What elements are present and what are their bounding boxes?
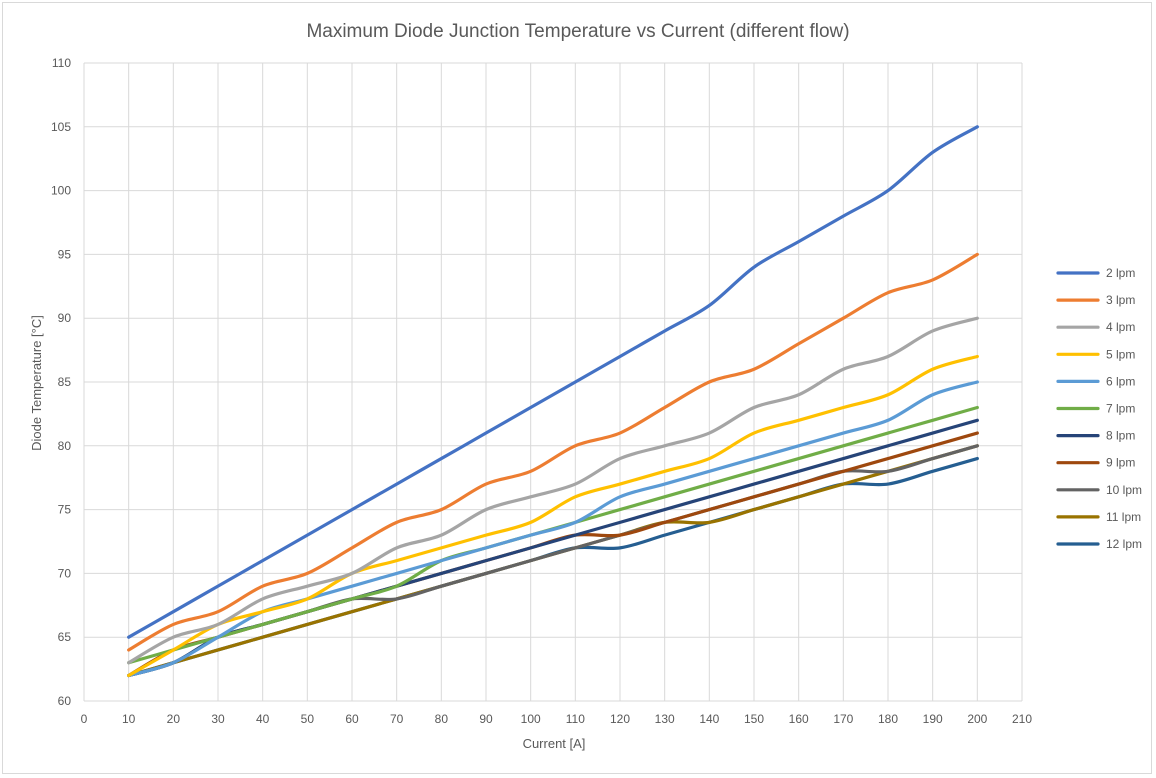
x-tick-label: 50	[301, 712, 315, 726]
x-tick-label: 180	[878, 712, 898, 726]
series-line-6-lpm	[127, 380, 979, 678]
x-tick-label: 40	[256, 712, 270, 726]
legend-label: 9 lpm	[1106, 456, 1135, 470]
x-tick-label: 30	[211, 712, 225, 726]
x-tick-label: 200	[967, 712, 987, 726]
y-tick-label: 100	[51, 184, 71, 198]
y-tick-label: 90	[58, 311, 72, 325]
x-tick-label: 210	[1012, 712, 1032, 726]
series-line-10-lpm	[127, 444, 979, 678]
legend-label: 7 lpm	[1106, 402, 1135, 416]
y-tick-label: 75	[58, 503, 72, 517]
legend-label: 8 lpm	[1106, 429, 1135, 443]
y-tick-label: 60	[58, 694, 72, 708]
y-tick-labels: 60 65 70 75 80 85 90 95 100 105 110	[51, 56, 71, 708]
x-tick-label: 120	[610, 712, 630, 726]
y-tick-label: 70	[58, 566, 72, 580]
x-tick-label: 0	[81, 712, 88, 726]
chart-title: Maximum Diode Junction Temperature vs Cu…	[306, 21, 849, 42]
series-line-11-lpm	[127, 444, 979, 678]
legend-label: 11 lpm	[1106, 510, 1141, 524]
legend-label: 5 lpm	[1106, 347, 1135, 361]
legend-label: 12 lpm	[1106, 537, 1142, 551]
series-lines	[127, 125, 979, 678]
series-line-4-lpm	[127, 316, 979, 665]
series-line-2-lpm	[127, 125, 979, 639]
y-axis-label: Diode Temperature [°C]	[29, 315, 44, 451]
legend: 2 lpm 3 lpm 4 lpm 5 lpm 6 lpm 7 lpm 8 lpm 9 lpm…	[1056, 266, 1142, 551]
x-tick-labels: 0 10 20 30 40 50 60 70 80 90 100 110 120 130 140 150 160…	[81, 712, 1033, 726]
legend-label: 2 lpm	[1106, 266, 1135, 280]
x-tick-label: 160	[789, 712, 809, 726]
y-tick-label: 65	[58, 630, 72, 644]
x-tick-label: 130	[655, 712, 675, 726]
series-line-5-lpm	[127, 354, 979, 678]
gridlines	[83, 62, 1023, 702]
series-line-3-lpm	[127, 252, 979, 652]
legend-label: 4 lpm	[1106, 320, 1135, 334]
x-axis-label: Current [A]	[523, 736, 586, 751]
x-tick-label: 170	[833, 712, 853, 726]
x-tick-label: 140	[699, 712, 719, 726]
x-tick-label: 60	[345, 712, 359, 726]
y-tick-label: 95	[58, 247, 72, 261]
x-tick-label: 10	[122, 712, 136, 726]
x-tick-label: 90	[479, 712, 493, 726]
legend-label: 10 lpm	[1106, 483, 1142, 497]
y-tick-label: 110	[52, 56, 71, 70]
y-tick-label: 105	[51, 120, 71, 134]
x-tick-label: 100	[521, 712, 541, 726]
x-tick-label: 110	[566, 712, 585, 726]
y-tick-label: 80	[58, 439, 72, 453]
x-tick-label: 150	[744, 712, 764, 726]
x-tick-label: 80	[435, 712, 449, 726]
legend-label: 3 lpm	[1106, 293, 1135, 307]
x-tick-label: 70	[390, 712, 404, 726]
x-tick-label: 20	[167, 712, 181, 726]
legend-label: 6 lpm	[1106, 374, 1135, 388]
y-tick-label: 85	[58, 375, 72, 389]
x-tick-label: 190	[923, 712, 943, 726]
